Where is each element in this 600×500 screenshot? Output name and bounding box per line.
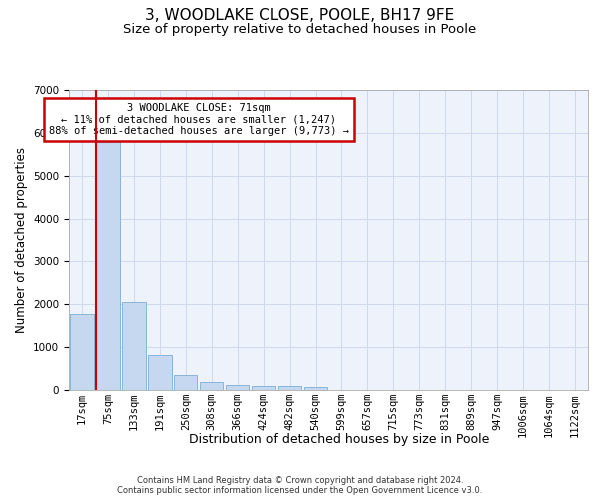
Text: Size of property relative to detached houses in Poole: Size of property relative to detached ho…	[124, 22, 476, 36]
Text: Distribution of detached houses by size in Poole: Distribution of detached houses by size …	[189, 432, 489, 446]
Bar	[148, 355, 172, 390]
Text: Contains HM Land Registry data © Crown copyright and database right 2024.
Contai: Contains HM Land Registry data © Crown c…	[118, 476, 482, 495]
Text: 3, WOODLAKE CLOSE, POOLE, BH17 9FE: 3, WOODLAKE CLOSE, POOLE, BH17 9FE	[145, 8, 455, 22]
Y-axis label: Number of detached properties: Number of detached properties	[14, 147, 28, 333]
Bar	[174, 376, 197, 390]
Bar	[252, 386, 275, 390]
Bar	[304, 387, 327, 390]
Bar	[226, 385, 250, 390]
Bar	[122, 302, 146, 390]
Bar	[70, 314, 94, 390]
Bar	[278, 386, 301, 390]
Text: 3 WOODLAKE CLOSE: 71sqm
← 11% of detached houses are smaller (1,247)
88% of semi: 3 WOODLAKE CLOSE: 71sqm ← 11% of detache…	[49, 103, 349, 136]
Bar	[96, 142, 119, 390]
Bar	[200, 382, 223, 390]
